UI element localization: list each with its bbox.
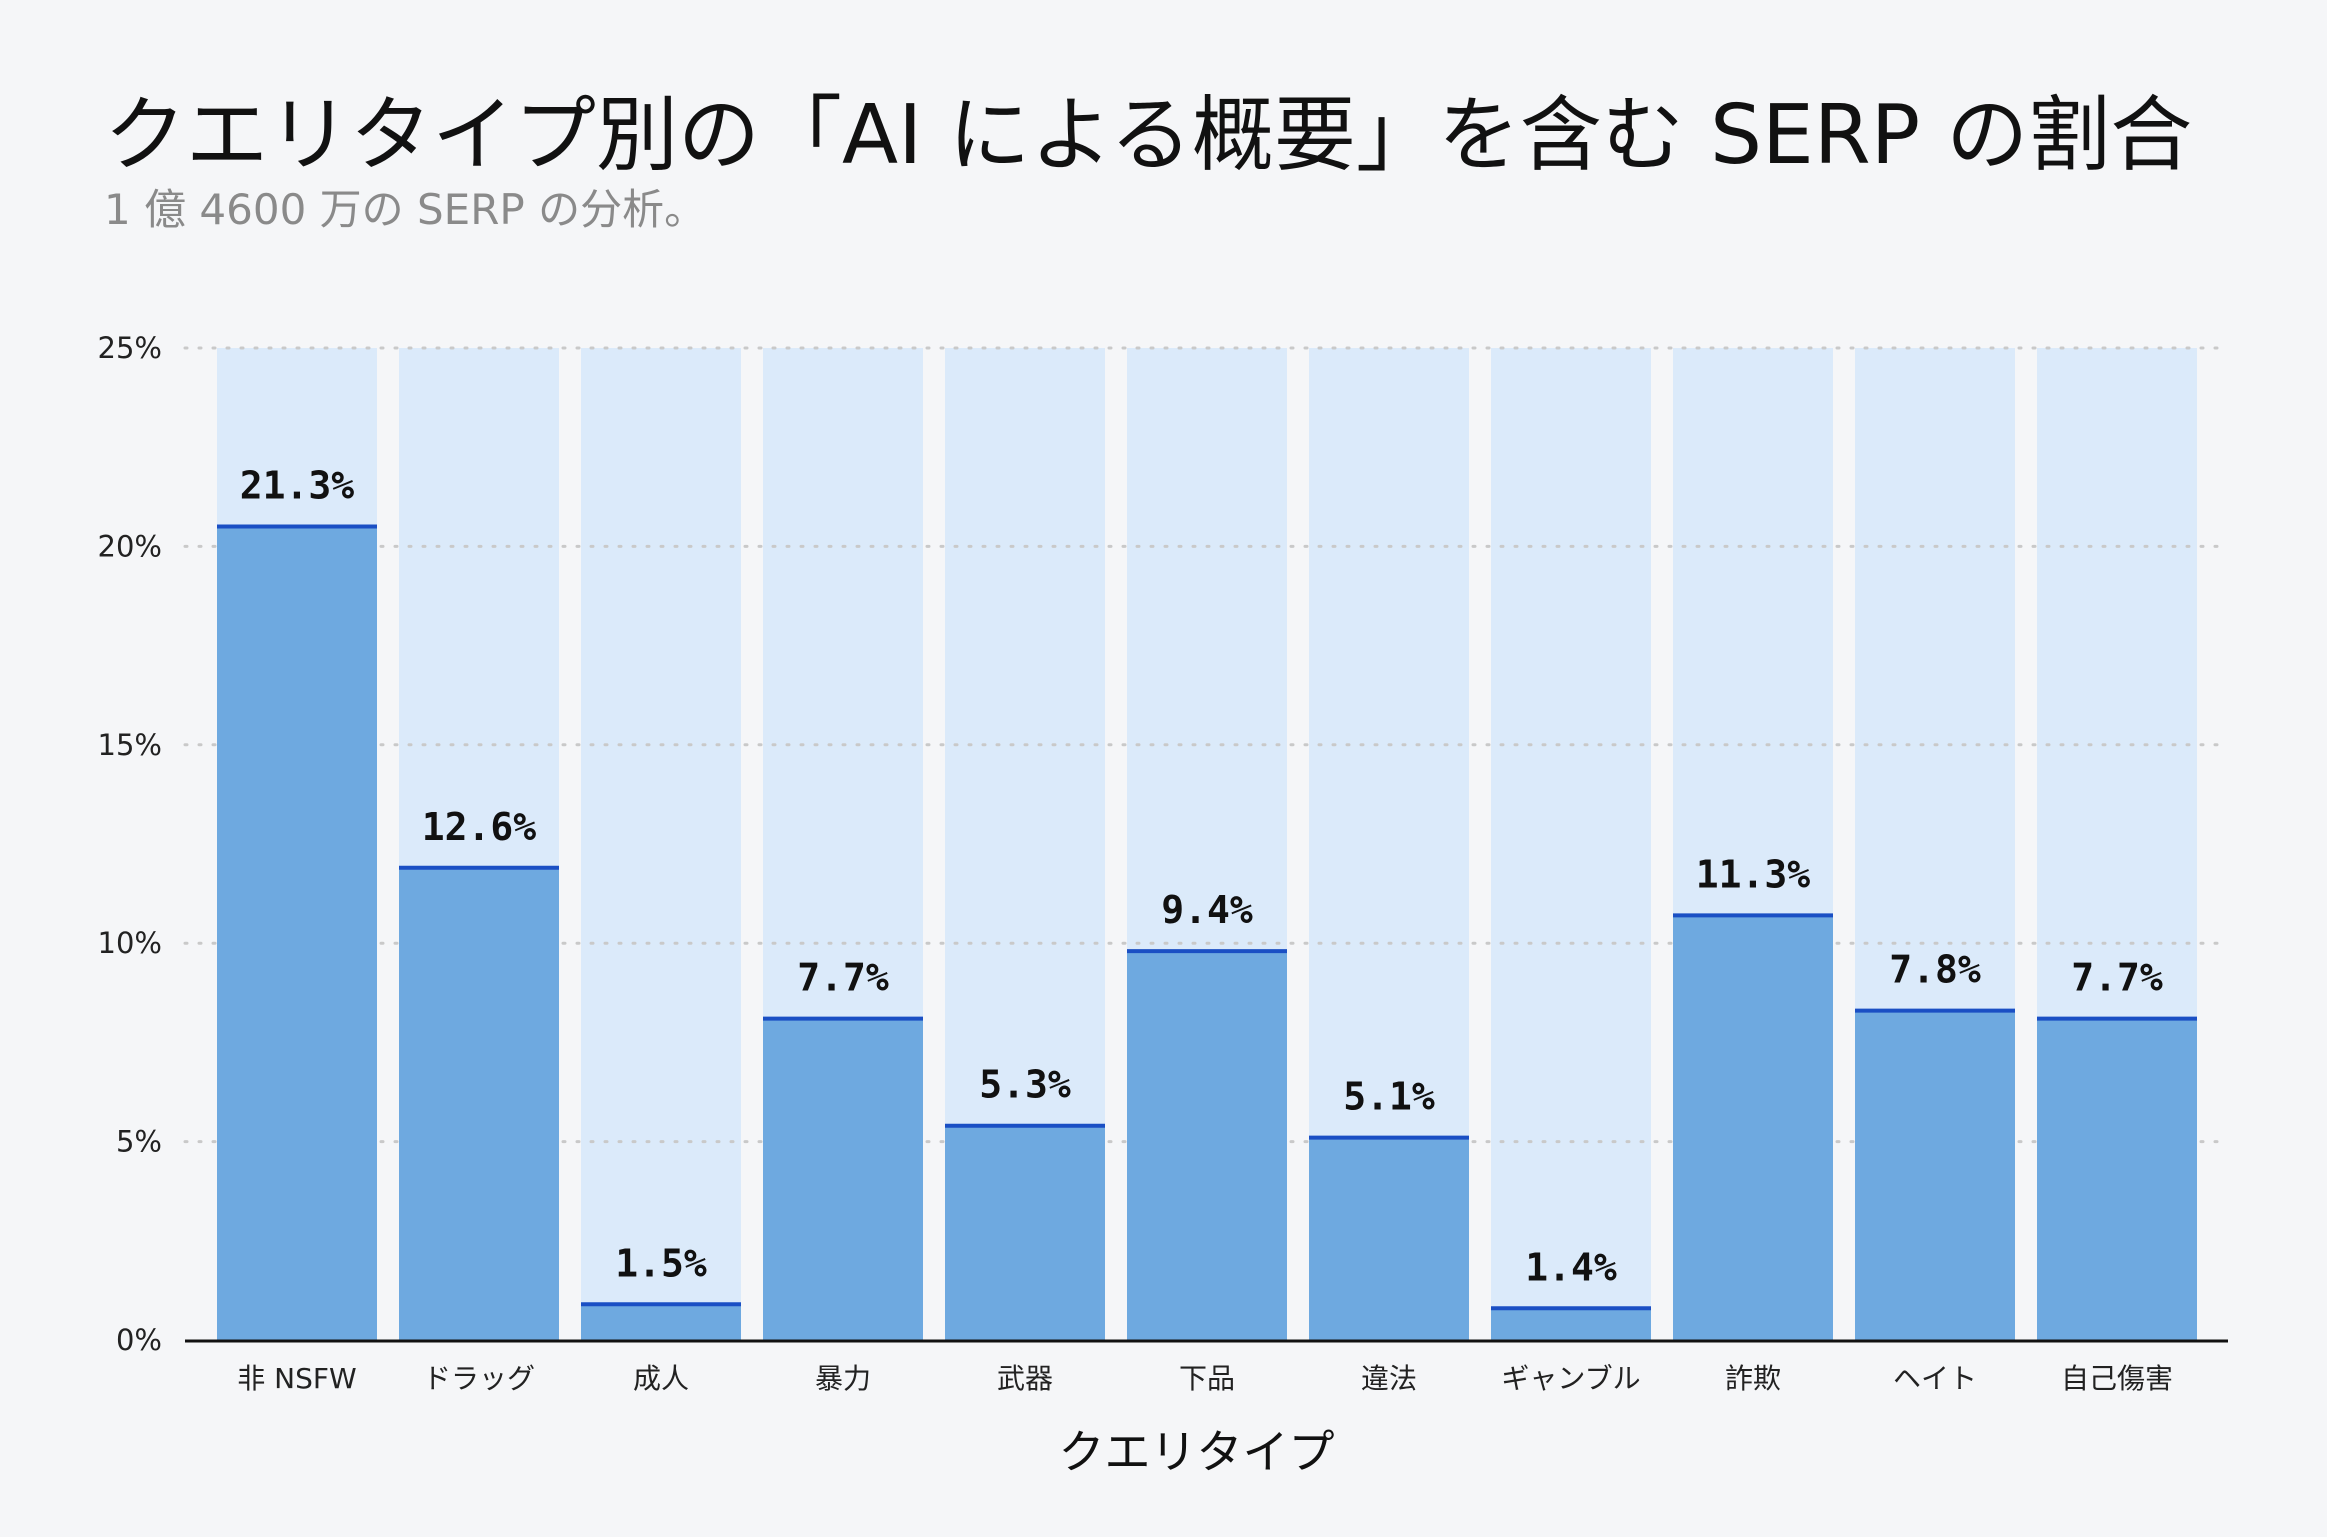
data-labels: 21.3% 12.6% 1.5% 7.7% 5.3% 9.4% 5.1% 1.4% 11.3% 7… — [240, 464, 2163, 1290]
x-tick-label-4: 武器 — [997, 1362, 1053, 1395]
bar-4 — [945, 1125, 1105, 1340]
bar-0 — [217, 526, 377, 1340]
y-tick-label-25: 25% — [98, 331, 162, 365]
x-tick-label-6: 違法 — [1361, 1362, 1417, 1395]
bar-7 — [1491, 1308, 1651, 1340]
bar-2 — [581, 1304, 741, 1340]
data-label-4: 5.3% — [979, 1063, 1071, 1107]
x-tick-label-9: ヘイト — [1893, 1362, 1977, 1395]
data-label-7: 1.4% — [1525, 1245, 1617, 1289]
background-column-2 — [581, 348, 741, 1340]
data-label-3: 7.7% — [797, 956, 889, 1000]
bar-6 — [1309, 1137, 1469, 1340]
bar-10 — [2037, 1018, 2197, 1340]
data-label-6: 5.1% — [1343, 1075, 1435, 1119]
x-axis-ticks: 非 NSFW ドラッグ 成人 暴力 武器 下品 違法 ギャンブル 詐欺 ヘイト 自己傷害 — [237, 1362, 2173, 1395]
y-axis-ticks: 0% 5% 10% 15% 20% 25% — [98, 331, 162, 1357]
x-axis-title: クエリタイプ — [1059, 1425, 1335, 1479]
bar-9 — [1855, 1010, 2015, 1340]
background-column-7 — [1491, 348, 1651, 1340]
chart-title: クエリタイプ別の「AI による概要」を含む SERP の割合 — [104, 88, 2193, 183]
data-label-1: 12.6% — [422, 805, 537, 849]
x-tick-label-5: 下品 — [1179, 1362, 1235, 1395]
bar-3 — [763, 1018, 923, 1340]
y-tick-label-15: 15% — [98, 728, 162, 762]
y-tick-label-0: 0% — [116, 1323, 162, 1357]
chart-subtitle: 1 億 4600 万の SERP の分析。 — [104, 185, 707, 234]
x-tick-label-3: 暴力 — [815, 1362, 871, 1395]
data-label-0: 21.3% — [240, 464, 355, 508]
x-tick-label-10: 自己傷害 — [2061, 1362, 2173, 1395]
x-tick-label-0: 非 NSFW — [237, 1362, 356, 1395]
data-label-8: 11.3% — [1696, 852, 1811, 896]
x-tick-label-2: 成人 — [633, 1362, 689, 1395]
y-tick-label-20: 20% — [98, 529, 162, 563]
x-tick-label-7: ギャンブル — [1501, 1362, 1640, 1395]
data-label-5: 9.4% — [1161, 888, 1253, 932]
bar-8 — [1673, 915, 1833, 1340]
data-label-10: 7.7% — [2071, 956, 2163, 1000]
y-tick-label-10: 10% — [98, 926, 162, 960]
x-tick-label-8: 詐欺 — [1725, 1362, 1781, 1395]
bar-5 — [1127, 951, 1287, 1340]
bar-top-lines — [217, 524, 2197, 1311]
x-tick-label-1: ドラッグ — [423, 1362, 535, 1395]
y-tick-label-5: 5% — [116, 1125, 162, 1159]
data-label-2: 1.5% — [615, 1241, 707, 1285]
data-label-9: 7.8% — [1889, 948, 1981, 992]
bar-1 — [399, 867, 559, 1340]
bars — [217, 526, 2197, 1340]
